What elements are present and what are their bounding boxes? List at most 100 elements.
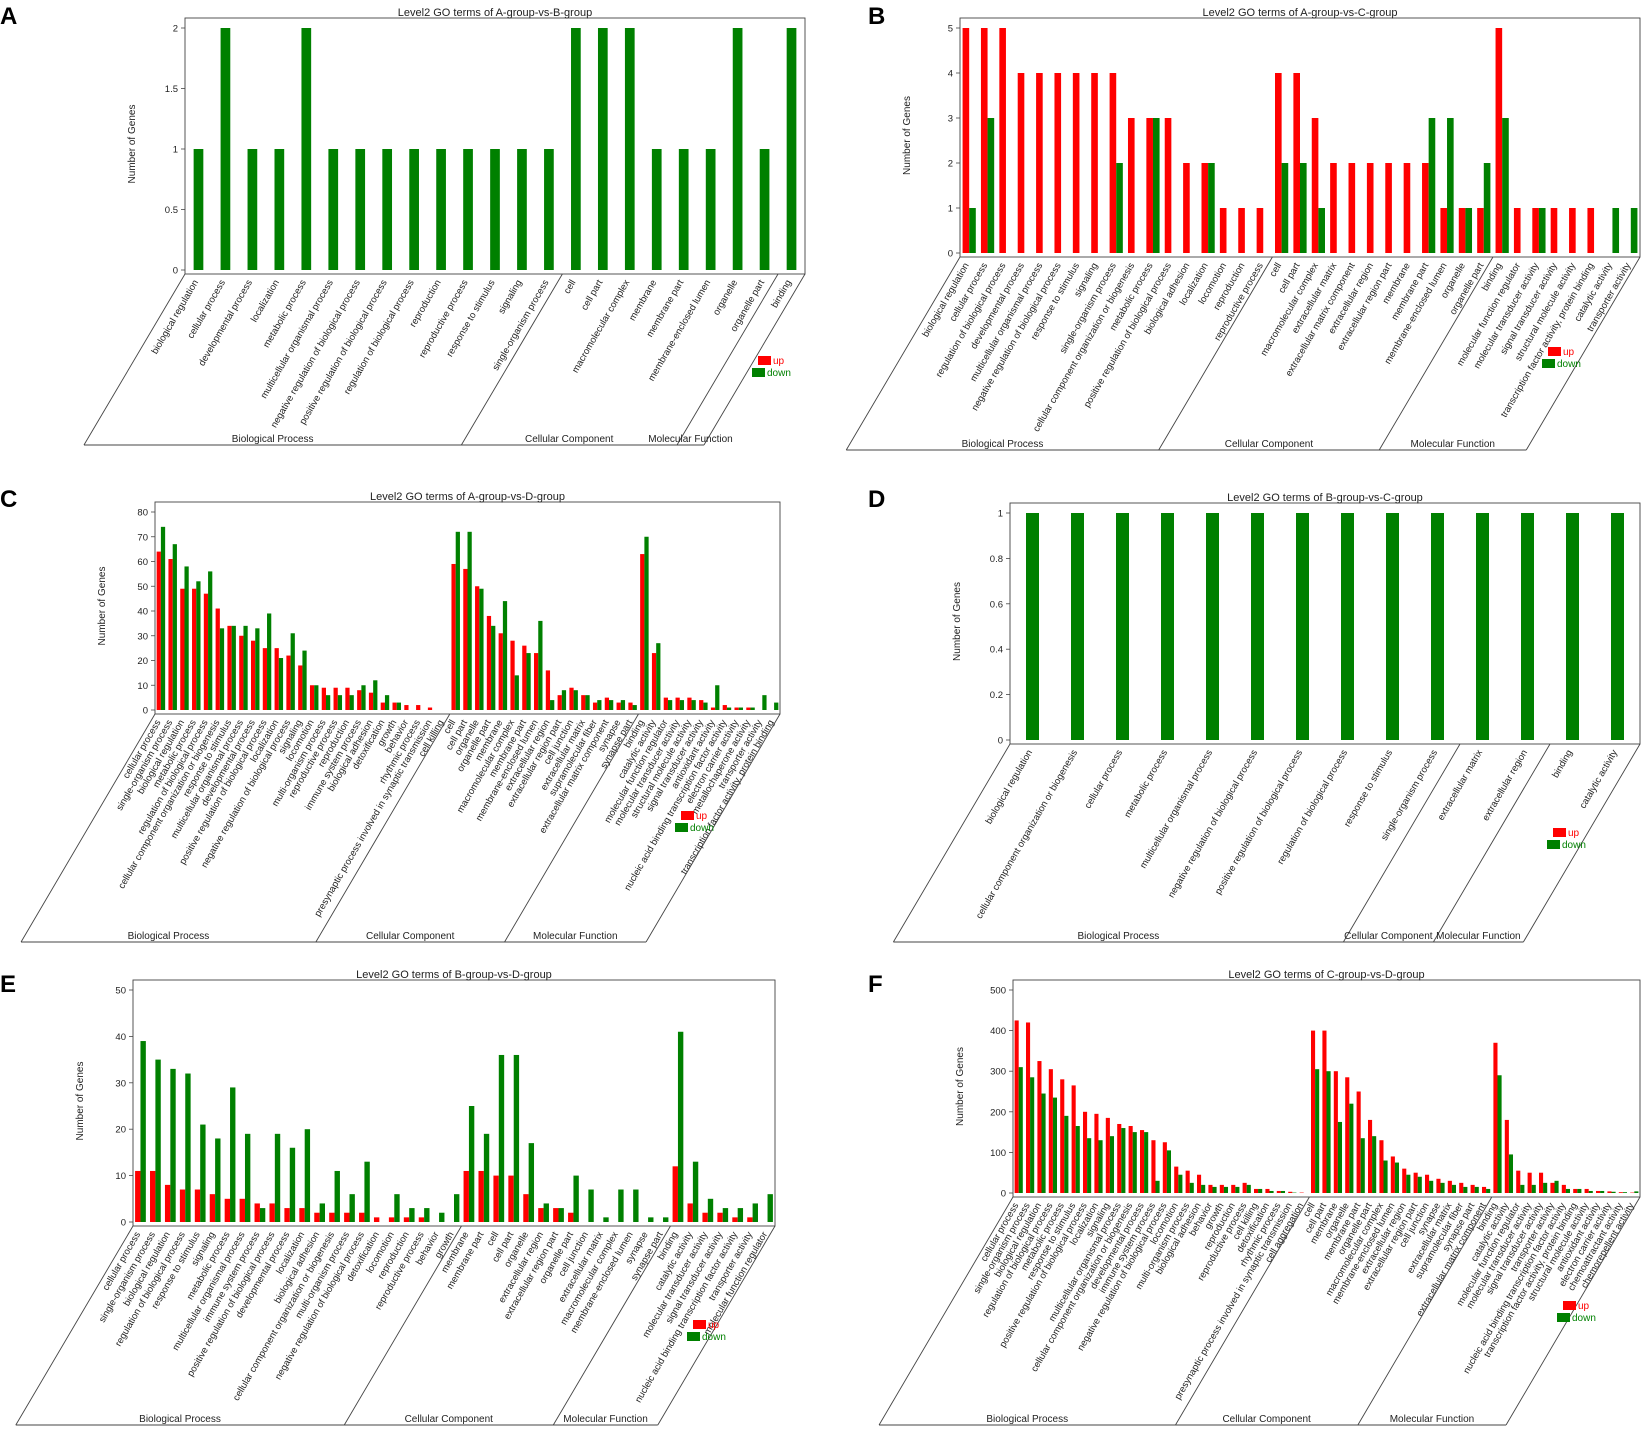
floor-edge bbox=[1505, 1196, 1641, 1426]
bar-down bbox=[1486, 1188, 1491, 1193]
group-label: Molecular Function bbox=[1436, 931, 1520, 942]
bar-down bbox=[1041, 1093, 1046, 1193]
bar-down bbox=[220, 28, 231, 270]
y-tick-label: 200 bbox=[990, 1107, 1006, 1118]
bar-up bbox=[1219, 1184, 1224, 1193]
bar-down bbox=[1372, 1136, 1377, 1193]
bar-down bbox=[301, 28, 312, 270]
bar-up bbox=[1367, 1119, 1373, 1193]
bar-up bbox=[1275, 73, 1282, 253]
bar-down bbox=[490, 149, 500, 270]
bar-down bbox=[215, 1138, 221, 1222]
bar-up bbox=[1127, 118, 1135, 253]
plot-frame bbox=[184, 17, 806, 275]
y-tick-label: 100 bbox=[990, 1148, 1006, 1159]
bar-up bbox=[150, 1170, 156, 1222]
bar-up bbox=[1253, 1188, 1259, 1193]
bar-down bbox=[172, 544, 177, 710]
bar-down bbox=[1394, 1162, 1400, 1193]
bar-up bbox=[1162, 1142, 1167, 1193]
bar-down bbox=[196, 581, 201, 710]
bar-down bbox=[193, 149, 204, 270]
bar-up bbox=[999, 28, 1006, 253]
bar-down bbox=[1476, 513, 1489, 740]
category-label: extracellular matrix bbox=[1436, 748, 1486, 823]
bar-up bbox=[523, 1194, 529, 1222]
y-tick-label: 30 bbox=[115, 1078, 126, 1089]
bar-up bbox=[368, 692, 374, 710]
bar-up bbox=[1527, 1172, 1532, 1193]
bar-down bbox=[561, 690, 567, 710]
bar-up bbox=[663, 697, 668, 710]
bar-down bbox=[774, 702, 779, 710]
y-tick-label: 0 bbox=[948, 249, 953, 260]
bar-down bbox=[722, 1208, 729, 1222]
group-label: Molecular Function bbox=[648, 434, 732, 445]
bar-up bbox=[451, 563, 456, 710]
bar-up bbox=[1390, 1156, 1395, 1193]
y-tick-label: 60 bbox=[137, 557, 148, 568]
bar-up bbox=[640, 554, 645, 710]
bar-up bbox=[1607, 1191, 1612, 1193]
bar-up bbox=[224, 1198, 231, 1222]
bar-up bbox=[284, 1208, 290, 1222]
bar-up bbox=[156, 551, 161, 710]
legend-up-swatch bbox=[1563, 1301, 1576, 1310]
bar-down bbox=[762, 695, 767, 710]
bar-up bbox=[1356, 1091, 1361, 1193]
bar-down bbox=[1087, 1138, 1092, 1193]
bar-up bbox=[699, 700, 704, 710]
floor-edge bbox=[703, 273, 806, 446]
bar-down bbox=[208, 571, 213, 710]
bar-down bbox=[597, 28, 608, 270]
bar-down bbox=[231, 625, 236, 710]
bar-down bbox=[1483, 163, 1491, 253]
bar-down bbox=[454, 1194, 460, 1222]
bar-up bbox=[254, 1203, 260, 1222]
bar-up bbox=[1436, 1178, 1441, 1193]
bar-up bbox=[1447, 1180, 1452, 1193]
bar-down bbox=[436, 149, 446, 270]
bar-up bbox=[722, 705, 727, 710]
bar-down bbox=[200, 1124, 206, 1222]
bar-up bbox=[1293, 73, 1300, 253]
bar-down bbox=[255, 628, 260, 710]
bar-up bbox=[1595, 1190, 1601, 1193]
bar-up bbox=[1231, 1184, 1236, 1193]
bar-down bbox=[1189, 1182, 1194, 1193]
y-tick-label: 300 bbox=[990, 1067, 1006, 1078]
category-label: developmental process bbox=[197, 278, 255, 368]
bar-up bbox=[380, 702, 385, 710]
bar-up bbox=[1037, 1061, 1042, 1193]
floor-edge bbox=[1522, 743, 1641, 943]
bar-down bbox=[759, 149, 770, 270]
y-tick-label: 40 bbox=[115, 1032, 126, 1043]
y-tick-label: 0 bbox=[998, 736, 1003, 747]
bar-up bbox=[1458, 208, 1466, 253]
bar-down bbox=[1071, 513, 1084, 740]
bar-down bbox=[1269, 1190, 1274, 1193]
legend-up-swatch bbox=[681, 811, 694, 820]
bar-down bbox=[1349, 1103, 1354, 1193]
bar-up bbox=[357, 690, 362, 710]
bar-up bbox=[262, 648, 268, 710]
bar-up bbox=[508, 1175, 514, 1222]
y-axis-label: Number of Genes bbox=[75, 1062, 86, 1141]
bar-down bbox=[528, 1143, 535, 1222]
bar-down bbox=[328, 149, 339, 270]
bar-up bbox=[314, 1212, 320, 1222]
panel-letter: D bbox=[868, 486, 885, 513]
bar-down bbox=[1152, 118, 1160, 253]
bar-up bbox=[1128, 1126, 1133, 1193]
bar-up bbox=[1550, 208, 1558, 253]
bar-down bbox=[349, 1194, 355, 1222]
y-tick-label: 2 bbox=[948, 159, 953, 170]
bar-up bbox=[1164, 118, 1172, 253]
category-label: signaling bbox=[496, 278, 524, 316]
bar-up bbox=[1385, 163, 1392, 253]
bar-down bbox=[1554, 1180, 1559, 1193]
bar-up bbox=[1470, 1184, 1475, 1193]
category-label: cell bbox=[562, 278, 579, 296]
bar-up bbox=[1174, 1166, 1179, 1193]
